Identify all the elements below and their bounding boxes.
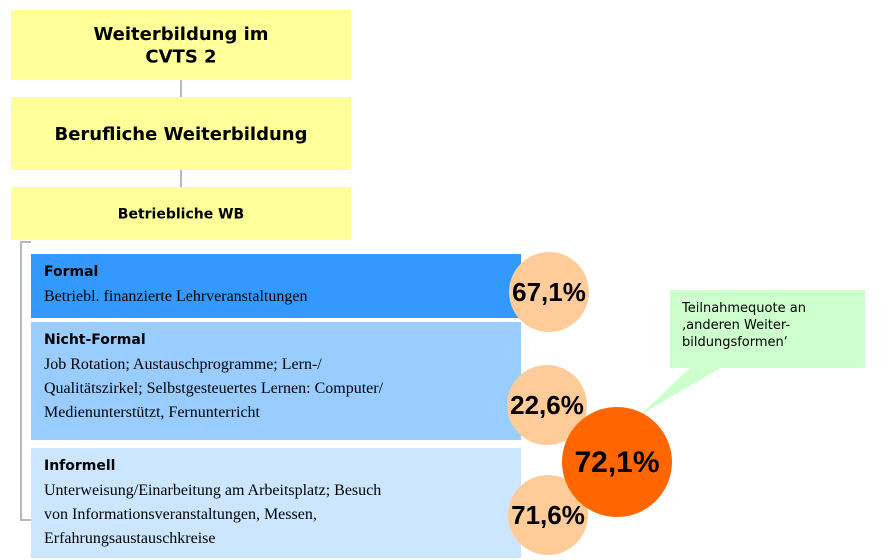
category-text: Qualitätszirkel; Selbstgesteuertes Lerne… [44,380,384,397]
category-text: Job Rotation; Austauschprogramme; Lern-/ [44,356,322,373]
category-text: Unterweisung/Einarbeitung am Arbeitsplat… [44,482,381,499]
category-text: Erfahrungsaustauschkreise [44,530,216,547]
rate-circle [507,365,587,445]
callout-text: ‚anderen Weiter- [682,318,790,333]
total-circle [562,407,672,517]
category-text: Medienunterstützt, Fernunterricht [44,404,260,421]
box-title: Berufliche Weiterbildung [55,124,308,145]
box [11,97,351,170]
box-title: Betriebliche WB [118,206,244,222]
category-text: von Informationsveranstaltungen, Messen, [44,506,317,523]
rate-label: 67,1% [512,277,586,307]
category-title: Informell [44,458,115,474]
category-title: Nicht-Formal [44,332,146,348]
box-title: Weiterbildung im [93,24,268,45]
total-rate: 72,1% [574,446,659,479]
callout-text: bildungsformen‘ [682,335,788,350]
rate-label: 71,6% [511,500,585,530]
box [11,10,351,80]
connectors [20,80,182,521]
category-box [31,254,521,318]
callout [640,290,865,415]
category-box [31,448,521,558]
category-box [31,322,521,440]
box [11,187,351,240]
category-title: Formal [44,264,98,280]
rate-circle [509,252,589,332]
rate-circle [508,475,588,555]
category-text: Betriebl. finanzierte Lehrveranstaltunge… [44,288,307,305]
callout-text: Teilnahmequote an [681,301,806,316]
box-title: CVTS 2 [145,47,216,68]
rate-label: 22,6% [510,390,584,420]
